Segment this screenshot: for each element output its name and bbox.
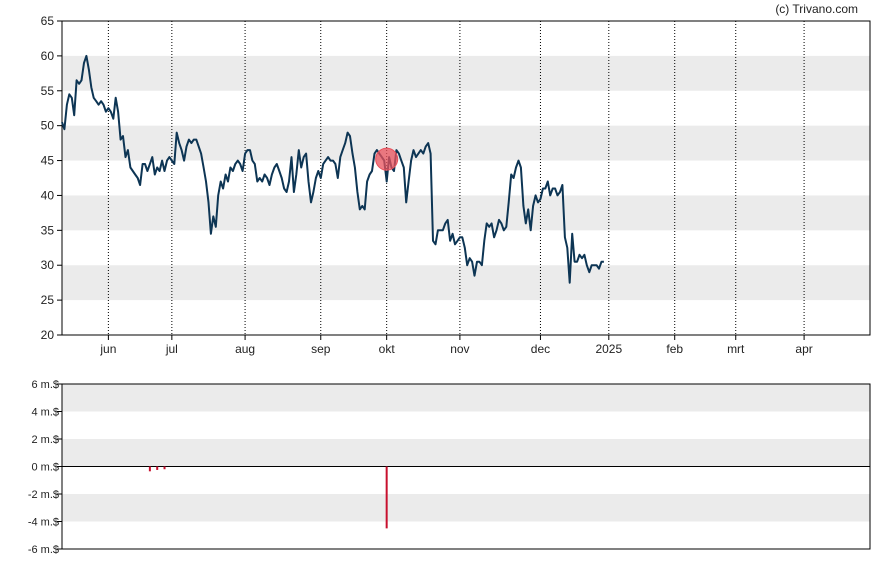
volume-band	[62, 384, 870, 412]
y-tick-label: 2 m.$	[31, 434, 59, 446]
y-tick-label: 0 m.$	[31, 462, 59, 474]
x-tick-label: jun	[99, 342, 116, 356]
y-tick-label: 60	[41, 49, 55, 63]
x-tick-label: aug	[235, 342, 255, 356]
x-tick-label: mrt	[727, 342, 745, 356]
y-tick-label: 65	[41, 14, 55, 28]
y-tick-label: 6 m.$	[31, 379, 59, 391]
y-tick-label: 55	[41, 84, 55, 98]
x-tick-label: feb	[666, 342, 683, 356]
y-tick-label: -4 m.$	[28, 517, 59, 529]
event-marker	[375, 147, 399, 171]
y-tick-label: 40	[41, 188, 55, 202]
x-tick-label: okt	[379, 342, 396, 356]
x-tick-label: 2025	[595, 342, 622, 356]
y-tick-label: 25	[41, 293, 55, 307]
y-tick-label: -2 m.$	[28, 489, 59, 501]
x-tick-label: dec	[531, 342, 550, 356]
y-tick-label: -6 m.$	[28, 544, 59, 556]
x-tick-label: jul	[165, 342, 178, 356]
x-tick-label: apr	[795, 342, 812, 356]
y-tick-label: 35	[41, 223, 55, 237]
copyright-label: (c) Trivano.com	[775, 2, 858, 16]
y-tick-label: 20	[41, 328, 55, 342]
y-tick-label: 4 m.$	[31, 407, 59, 419]
price-line	[61, 54, 604, 284]
x-tick-label: nov	[450, 342, 469, 356]
y-tick-label: 50	[41, 119, 55, 133]
volume-band	[62, 439, 870, 467]
price-band	[62, 55, 870, 91]
price-band	[62, 195, 870, 231]
y-tick-label: 30	[41, 258, 55, 272]
y-tick-label: 45	[41, 154, 55, 168]
x-tick-label: sep	[311, 342, 331, 356]
price-plot-frame	[61, 20, 871, 336]
price-band	[62, 265, 870, 301]
volume-band	[62, 494, 870, 522]
